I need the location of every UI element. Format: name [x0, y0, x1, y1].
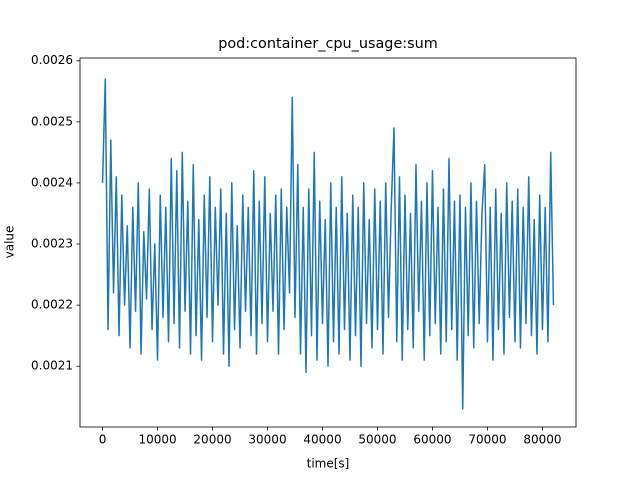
x-axis-label: time[s]	[307, 457, 350, 471]
x-tick-label: 0	[99, 433, 107, 447]
y-axis-label: value	[3, 226, 17, 259]
x-tick-label: 20000	[193, 433, 231, 447]
x-tick-label: 70000	[468, 433, 506, 447]
x-tick-label: 80000	[523, 433, 561, 447]
data-line	[101, 78, 555, 410]
chart-title: pod:container_cpu_usage:sum	[218, 36, 438, 52]
x-tick-label: 40000	[303, 433, 341, 447]
y-tick-label: 0.0021	[31, 359, 73, 373]
y-tick-label: 0.0023	[31, 237, 73, 251]
y-tick-label: 0.0025	[31, 114, 73, 128]
y-tick-label: 0.0024	[31, 175, 73, 189]
y-tick-label: 0.0022	[31, 298, 73, 312]
x-tick-label: 10000	[138, 433, 176, 447]
plot-frame	[79, 57, 577, 428]
x-tick-label: 60000	[413, 433, 451, 447]
x-tick-label: 30000	[248, 433, 286, 447]
x-tick-label: 50000	[358, 433, 396, 447]
y-tick-label: 0.0026	[31, 53, 73, 67]
